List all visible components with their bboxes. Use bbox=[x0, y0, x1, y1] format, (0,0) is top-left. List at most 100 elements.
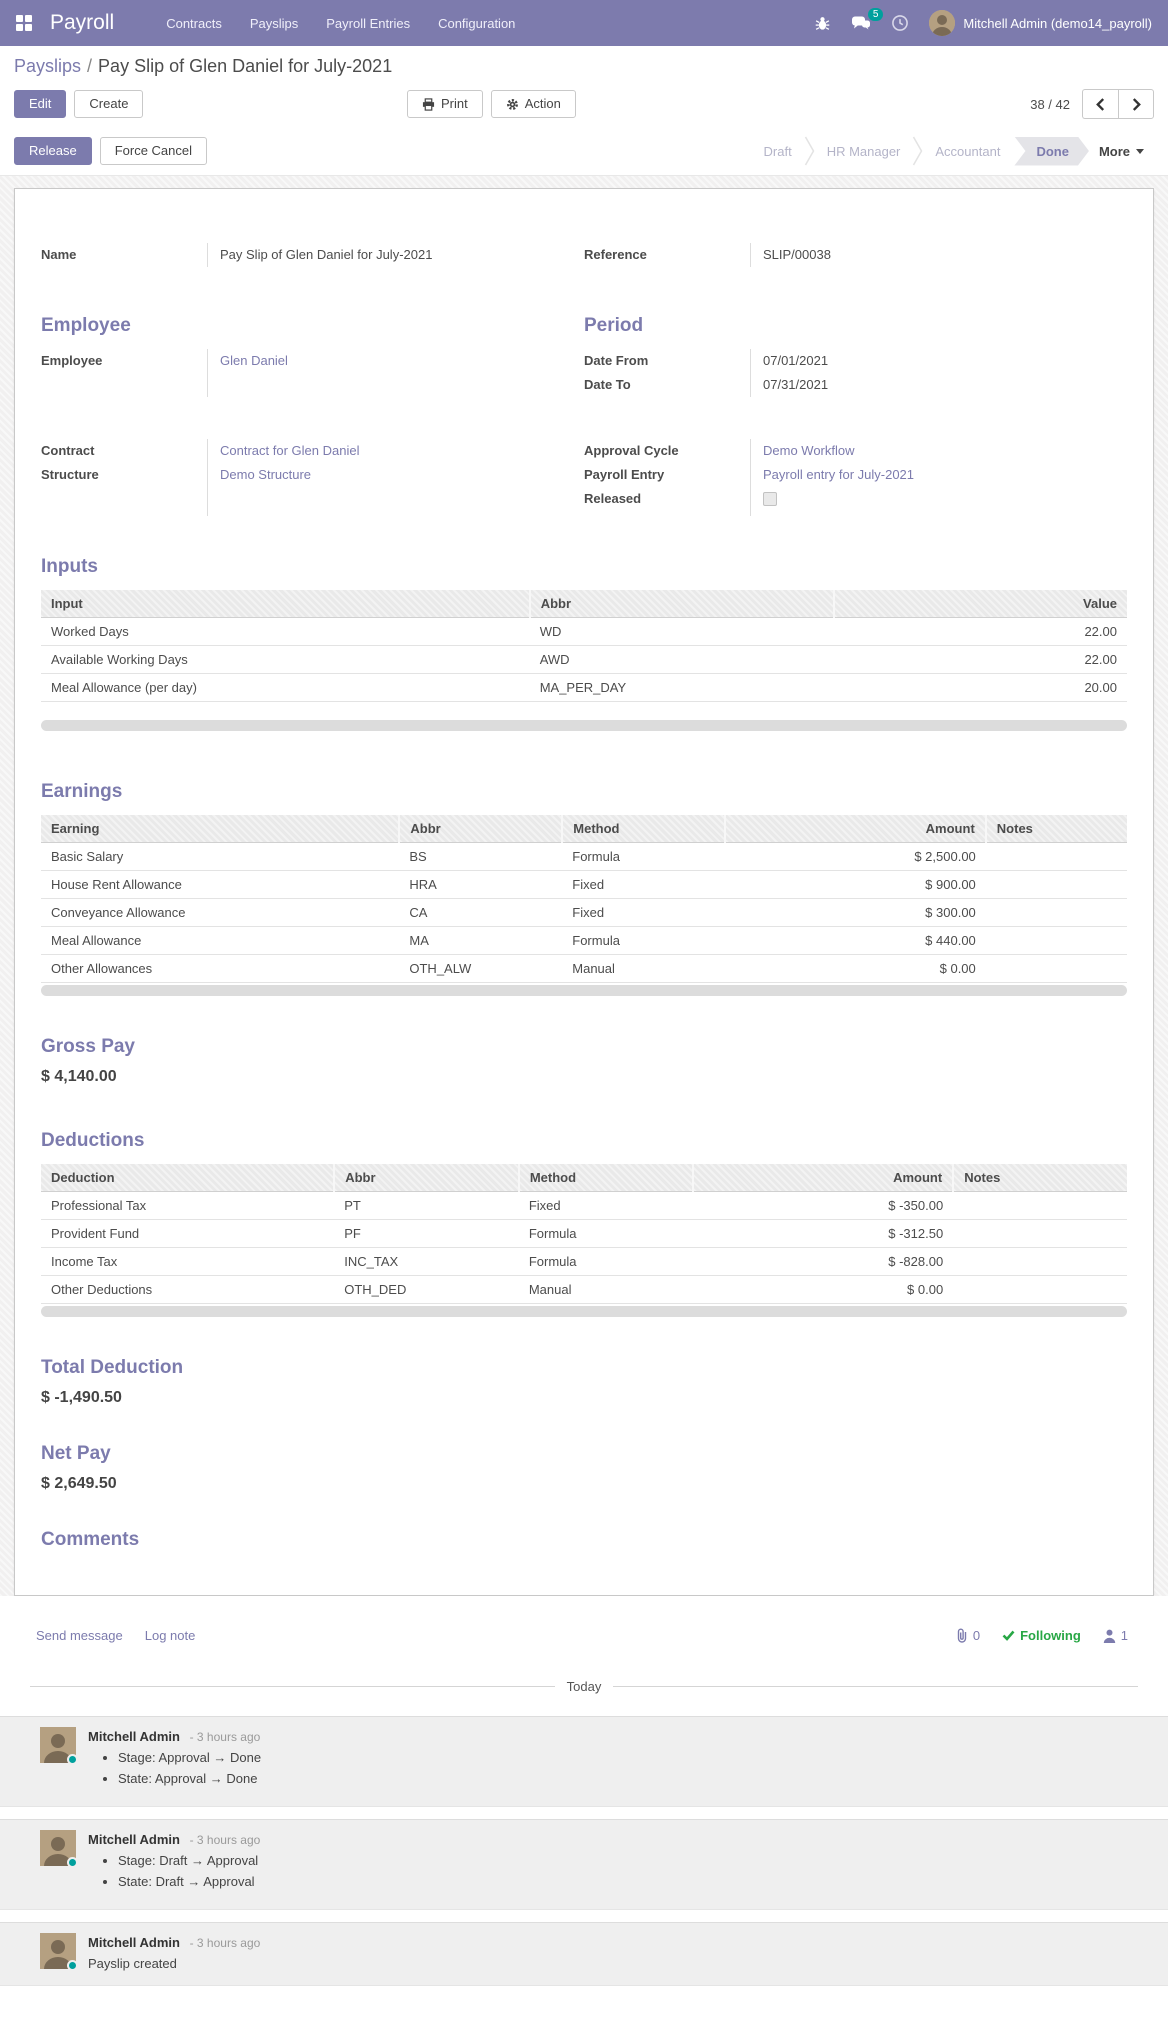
column-header[interactable]: Abbr bbox=[398, 815, 563, 843]
force-cancel-button[interactable]: Force Cancel bbox=[99, 137, 208, 165]
message-text: Payslip created bbox=[88, 1956, 177, 1971]
stage-accountant[interactable]: Accountant bbox=[935, 143, 1001, 159]
date-to-value: 07/31/2021 bbox=[763, 377, 829, 392]
debug-bug-icon[interactable] bbox=[814, 15, 831, 32]
tracking-changes-list: Stage: Approval → Done State: Approval →… bbox=[118, 1750, 261, 1786]
field-name: Name Pay Slip of Glen Daniel for July-20… bbox=[41, 243, 584, 267]
menu-payroll-entries[interactable]: Payroll Entries bbox=[326, 15, 411, 31]
create-button[interactable]: Create bbox=[74, 90, 144, 118]
column-header[interactable]: Abbr bbox=[333, 1164, 519, 1192]
table-row[interactable]: House Rent Allowance HRA Fixed $ 900.00 bbox=[41, 870, 1127, 899]
menu-configuration[interactable]: Configuration bbox=[438, 15, 516, 31]
message-author[interactable]: Mitchell Admin bbox=[88, 1935, 180, 1950]
messages-icon[interactable]: 5 bbox=[851, 7, 884, 32]
table-row[interactable]: Available Working Days AWD 22.00 bbox=[41, 645, 1127, 674]
date-from-value: 07/01/2021 bbox=[763, 353, 829, 368]
table-row[interactable]: Income Tax INC_TAX Formula $ -828.00 bbox=[41, 1247, 1127, 1276]
table-row[interactable]: Meal Allowance MA Formula $ 440.00 bbox=[41, 926, 1127, 955]
apps-grid-icon[interactable] bbox=[16, 15, 32, 31]
employee-value-link[interactable]: Glen Daniel bbox=[220, 353, 288, 368]
column-header[interactable]: Method bbox=[561, 815, 726, 843]
employee-label: Employee bbox=[41, 353, 103, 368]
table-row[interactable]: Meal Allowance (per day) MA_PER_DAY 20.00 bbox=[41, 673, 1127, 702]
earnings-header-row: Earning Abbr Method Amount Notes bbox=[41, 815, 1127, 843]
message-author[interactable]: Mitchell Admin bbox=[88, 1832, 180, 1847]
release-button[interactable]: Release bbox=[14, 137, 92, 165]
table-row[interactable]: Professional Tax PT Fixed $ -350.00 bbox=[41, 1191, 1127, 1220]
tracking-change: Stage: Draft → Approval bbox=[118, 1853, 260, 1868]
payroll-entry-value-link[interactable]: Payroll entry for July-2021 bbox=[763, 467, 915, 482]
message-author[interactable]: Mitchell Admin bbox=[88, 1729, 180, 1744]
inputs-section-title: Inputs bbox=[41, 556, 98, 577]
column-header[interactable]: Notes bbox=[952, 1164, 1127, 1192]
column-header[interactable]: Deduction bbox=[41, 1164, 335, 1192]
released-checkbox[interactable] bbox=[763, 492, 777, 506]
message: Mitchell Admin - 3 hours ago Stage: Appr… bbox=[0, 1716, 1168, 1807]
structure-value-link[interactable]: Demo Structure bbox=[220, 467, 312, 482]
chevron-right-icon bbox=[1132, 97, 1141, 111]
total-deduction-value: $ -1,490.50 bbox=[41, 1389, 122, 1406]
breadcrumb-separator: / bbox=[87, 56, 93, 76]
menu-payslips[interactable]: Payslips bbox=[249, 15, 299, 31]
menu-contracts[interactable]: Contracts bbox=[166, 15, 222, 31]
gross-pay-value: $ 4,140.00 bbox=[41, 1068, 117, 1085]
send-message-button[interactable]: Send message bbox=[36, 1628, 123, 1643]
statusbar: Release Force Cancel Draft HR Manager Ac… bbox=[0, 129, 1168, 176]
column-header[interactable]: Notes bbox=[984, 815, 1127, 843]
deductions-section-title: Deductions bbox=[41, 1130, 145, 1151]
pager-next-button[interactable] bbox=[1118, 89, 1154, 119]
deductions-header-row: Deduction Abbr Method Amount Notes bbox=[41, 1164, 1127, 1192]
column-header[interactable]: Value bbox=[832, 590, 1127, 618]
column-header[interactable]: Earning bbox=[41, 815, 400, 843]
user-avatar bbox=[929, 10, 956, 36]
message: Mitchell Admin - 3 hours ago Payslip cre… bbox=[0, 1922, 1168, 1986]
main-menu: Contracts Payslips Payroll Entries Confi… bbox=[154, 2, 527, 45]
table-hscrollbar[interactable] bbox=[41, 720, 1127, 731]
control-panel: Payslips / Pay Slip of Glen Daniel for Jul… bbox=[0, 46, 1168, 129]
column-header[interactable]: Amount bbox=[724, 815, 986, 843]
online-presence-dot bbox=[67, 1857, 78, 1868]
app-brand[interactable]: Payroll bbox=[50, 11, 115, 34]
table-row[interactable]: Basic Salary BS Formula $ 2,500.00 bbox=[41, 842, 1127, 871]
pager-previous-button[interactable] bbox=[1082, 89, 1118, 119]
table-row[interactable]: Provident Fund PF Formula $ -312.50 bbox=[41, 1219, 1127, 1248]
inputs-table: Input Abbr Value Worked Days WD 22.00 Avai… bbox=[41, 590, 1127, 702]
edit-button[interactable]: Edit bbox=[14, 90, 67, 118]
table-row[interactable]: Other Deductions OTH_DED Manual $ 0.00 bbox=[41, 1275, 1127, 1304]
payslip-sheet: Name Pay Slip of Glen Daniel for July-20… bbox=[14, 188, 1154, 1596]
table-hscrollbar[interactable] bbox=[41, 1306, 1127, 1317]
more-dropdown[interactable]: More bbox=[1089, 137, 1154, 166]
table-row[interactable]: Conveyance Allowance CA Fixed $ 300.00 bbox=[41, 898, 1127, 927]
approval-cycle-value-link[interactable]: Demo Workflow bbox=[763, 443, 855, 458]
breadcrumb-payslips-link[interactable]: Payslips bbox=[14, 56, 82, 76]
print-button[interactable]: Print bbox=[407, 90, 483, 118]
log-note-button[interactable]: Log note bbox=[144, 1628, 196, 1643]
stage-chevron-icon bbox=[804, 136, 815, 166]
user-menu[interactable]: Mitchell Admin (demo14_payroll) bbox=[929, 10, 1152, 36]
caret-down-icon bbox=[1136, 148, 1144, 154]
person-icon bbox=[1103, 1629, 1115, 1643]
column-header[interactable]: Method bbox=[517, 1164, 693, 1192]
earnings-table: Earning Abbr Method Amount Notes Basic S… bbox=[41, 815, 1127, 983]
column-header[interactable]: Input bbox=[41, 590, 530, 618]
column-header[interactable]: Abbr bbox=[528, 590, 834, 618]
date-divider: Today bbox=[30, 1679, 1139, 1694]
contract-value-link[interactable]: Contract for Glen Daniel bbox=[220, 443, 360, 458]
table-hscrollbar[interactable] bbox=[41, 985, 1127, 996]
chevron-left-icon bbox=[1096, 97, 1105, 111]
stage-done-active[interactable]: Done bbox=[1014, 137, 1089, 166]
column-header[interactable]: Amount bbox=[691, 1164, 954, 1192]
following-toggle[interactable]: Following bbox=[1002, 1628, 1081, 1643]
action-button[interactable]: Action bbox=[490, 90, 576, 118]
reference-value: SLIP/00038 bbox=[763, 247, 831, 262]
followers-button[interactable]: 1 bbox=[1103, 1628, 1128, 1643]
stage-hr-manager[interactable]: HR Manager bbox=[826, 143, 901, 159]
stage-draft[interactable]: Draft bbox=[763, 143, 792, 159]
payroll-entry-label: Payroll Entry bbox=[584, 467, 665, 482]
activities-clock-icon[interactable] bbox=[891, 14, 909, 32]
field-approval-group: Approval Cycle Payroll Entry Released De… bbox=[584, 439, 1127, 516]
table-row[interactable]: Other Allowances OTH_ALW Manual $ 0.00 bbox=[41, 954, 1127, 983]
date-to-label: Date To bbox=[584, 377, 631, 392]
table-row[interactable]: Worked Days WD 22.00 bbox=[41, 617, 1127, 646]
attachments-button[interactable]: 0 bbox=[956, 1628, 980, 1643]
